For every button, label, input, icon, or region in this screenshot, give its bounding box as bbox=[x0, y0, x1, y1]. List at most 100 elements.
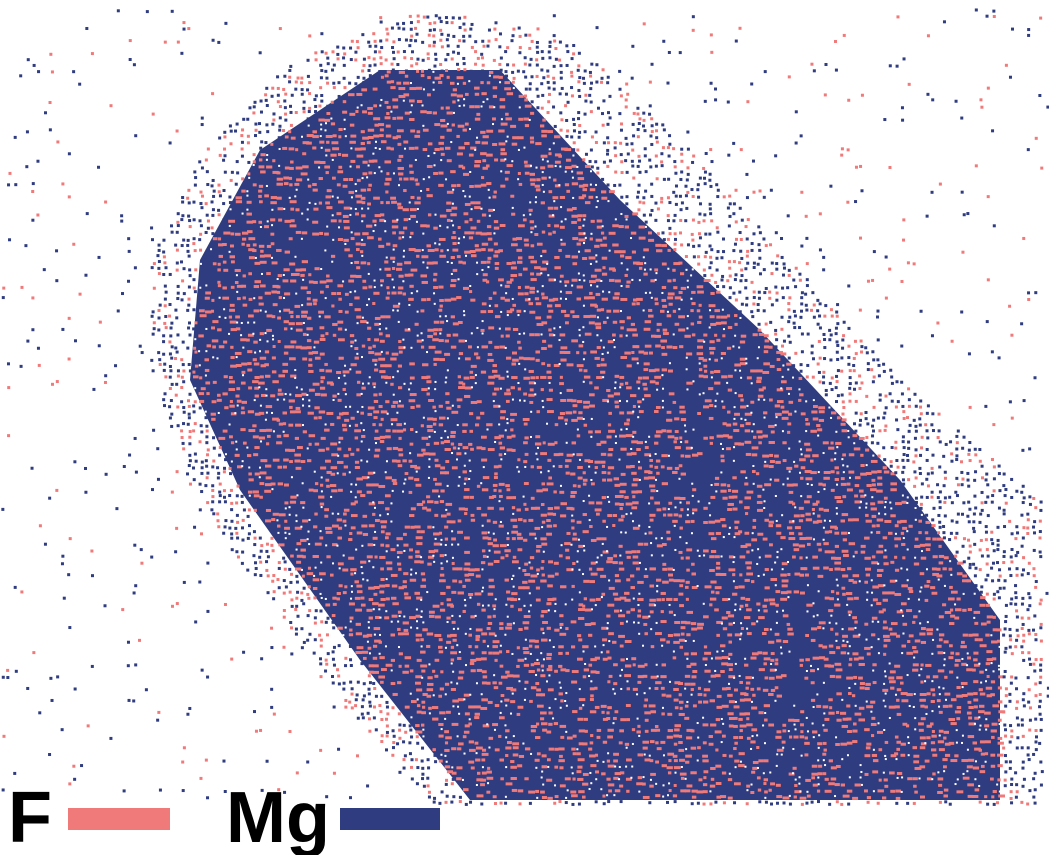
f-dot bbox=[253, 153, 256, 156]
f-dot bbox=[518, 256, 522, 259]
f-dot bbox=[570, 495, 575, 498]
gap-dot bbox=[458, 242, 460, 244]
f-dot bbox=[564, 104, 567, 107]
gap-dot bbox=[285, 393, 287, 395]
f-dot bbox=[560, 399, 566, 402]
f-dot bbox=[349, 113, 355, 116]
f-dot bbox=[530, 388, 534, 391]
mg-dot bbox=[920, 310, 923, 313]
mg-dot bbox=[162, 273, 165, 276]
f-dot bbox=[589, 75, 592, 78]
gap-dot bbox=[246, 190, 248, 192]
f-dot bbox=[541, 293, 544, 296]
mg-dot bbox=[169, 376, 172, 379]
f-dot bbox=[465, 203, 471, 206]
mg-dot bbox=[871, 441, 874, 444]
f-dot bbox=[387, 447, 392, 450]
f-dot bbox=[804, 455, 810, 458]
gap-dot bbox=[265, 419, 267, 421]
f-dot bbox=[627, 419, 630, 422]
f-dot bbox=[607, 514, 612, 517]
mg-dot bbox=[591, 165, 594, 168]
mg-dot bbox=[367, 41, 370, 44]
gap-dot bbox=[427, 155, 429, 157]
f-dot bbox=[799, 458, 806, 461]
f-dot bbox=[243, 304, 248, 307]
f-dot bbox=[206, 453, 209, 456]
mg-dot bbox=[153, 327, 156, 330]
mg-dot bbox=[212, 512, 215, 515]
f-dot bbox=[441, 124, 448, 127]
f-dot bbox=[481, 261, 487, 264]
f-dot bbox=[337, 284, 343, 287]
f-dot bbox=[673, 286, 677, 289]
f-dot bbox=[632, 334, 638, 337]
f-dot bbox=[500, 410, 506, 413]
gap-dot bbox=[337, 513, 339, 515]
gap-dot bbox=[404, 346, 406, 348]
f-dot bbox=[714, 334, 717, 337]
f-dot bbox=[669, 392, 675, 395]
f-dot bbox=[297, 446, 303, 449]
f-dot bbox=[235, 269, 241, 272]
gap-dot bbox=[476, 273, 478, 275]
f-dot bbox=[722, 406, 725, 409]
f-dot bbox=[691, 520, 695, 523]
f-dot bbox=[726, 424, 731, 427]
f-dot bbox=[525, 453, 529, 456]
f-dot bbox=[500, 98, 506, 101]
f-dot bbox=[481, 513, 487, 516]
f-dot bbox=[493, 484, 498, 487]
f-dot bbox=[205, 369, 209, 372]
f-dot bbox=[960, 460, 963, 463]
mg-dot bbox=[188, 416, 191, 419]
f-dot bbox=[356, 165, 360, 168]
mg-dot bbox=[181, 244, 184, 247]
mg-dot bbox=[553, 81, 556, 84]
f-dot bbox=[452, 466, 458, 469]
mg-dot bbox=[416, 58, 419, 61]
f-dot bbox=[786, 387, 792, 390]
f-dot bbox=[260, 471, 267, 474]
f-dot bbox=[505, 285, 510, 288]
f-dot bbox=[414, 27, 417, 30]
gap-dot bbox=[398, 321, 400, 323]
f-dot bbox=[530, 376, 535, 379]
f-dot bbox=[567, 389, 574, 392]
mg-dot bbox=[920, 496, 923, 499]
f-dot bbox=[385, 39, 388, 42]
f-dot bbox=[254, 387, 259, 390]
gap-dot bbox=[374, 531, 376, 533]
gap-dot bbox=[476, 137, 478, 139]
f-dot bbox=[414, 249, 421, 252]
gap-dot bbox=[374, 172, 376, 174]
gap-dot bbox=[823, 452, 825, 454]
mg-dot bbox=[284, 119, 287, 122]
gap-dot bbox=[776, 416, 778, 418]
f-dot bbox=[379, 134, 384, 137]
f-dot bbox=[277, 291, 280, 294]
f-dot bbox=[248, 314, 254, 317]
gap-dot bbox=[307, 208, 309, 210]
f-dot bbox=[361, 142, 365, 145]
f-dot bbox=[654, 466, 658, 469]
gap-dot bbox=[823, 488, 825, 490]
f-dot bbox=[643, 248, 649, 251]
mg-dot bbox=[835, 311, 838, 314]
f-dot bbox=[438, 81, 442, 84]
gap-dot bbox=[553, 142, 555, 144]
f-dot bbox=[7, 386, 10, 389]
f-dot bbox=[842, 334, 845, 337]
f-dot bbox=[409, 118, 414, 121]
f-dot bbox=[433, 358, 439, 361]
mg-dot bbox=[462, 35, 465, 38]
mg-dot bbox=[703, 274, 706, 277]
gap-dot bbox=[363, 429, 365, 431]
f-dot bbox=[638, 351, 644, 354]
mg-dot bbox=[1015, 525, 1018, 528]
f-dot bbox=[823, 477, 829, 480]
f-dot bbox=[666, 430, 671, 433]
mg-dot bbox=[536, 64, 539, 67]
f-dot bbox=[512, 81, 515, 84]
f-dot bbox=[549, 389, 553, 392]
